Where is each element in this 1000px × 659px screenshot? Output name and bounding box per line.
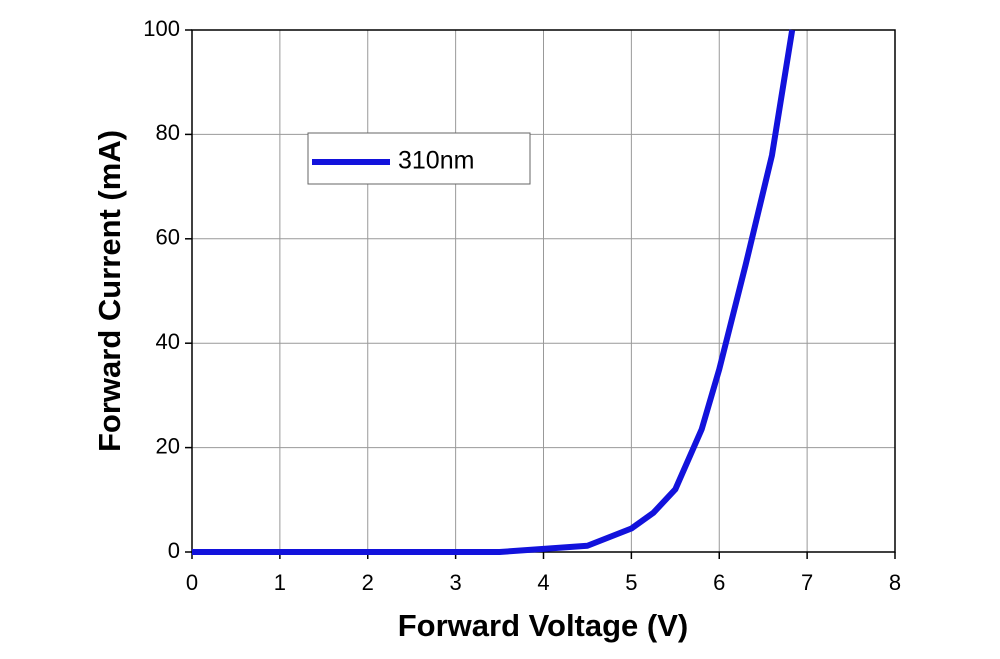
legend-label: 310nm <box>398 147 474 175</box>
y-tick-label: 80 <box>156 120 180 145</box>
data-line <box>192 29 796 555</box>
x-tick-label: 8 <box>889 570 901 595</box>
legend-box <box>307 132 531 185</box>
y-axis-title: Forward Current (mA) <box>92 130 127 452</box>
y-tick-label: 40 <box>156 329 180 354</box>
x-tick-label: 2 <box>362 570 374 595</box>
x-tick-label: 4 <box>537 570 549 595</box>
x-tick-label: 6 <box>713 570 725 595</box>
x-tick-label: 1 <box>274 570 286 595</box>
x-tick-label: 7 <box>801 570 813 595</box>
plot-frame <box>191 29 896 553</box>
x-tick-label: 5 <box>625 570 637 595</box>
y-tick-label: 100 <box>143 16 180 41</box>
x-tick-label: 3 <box>450 570 462 595</box>
y-tick-label: 60 <box>156 225 180 250</box>
x-tick-label: 0 <box>186 570 198 595</box>
x-axis-title: Forward Voltage (V) <box>398 608 689 643</box>
y-tick-label: 0 <box>168 538 180 563</box>
y-tick-label: 20 <box>156 433 180 458</box>
